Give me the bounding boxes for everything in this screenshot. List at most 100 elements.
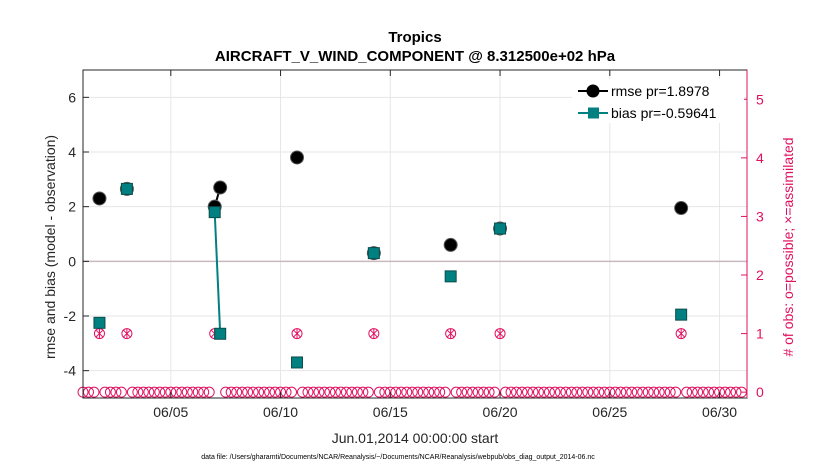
y2-axis-label: # of obs: o=possible; ×=assimilated (780, 137, 796, 356)
y-tick-label: 0 (68, 253, 76, 269)
obs-marker (351, 386, 363, 398)
obs-marker (99, 386, 111, 398)
obs-marker-assimilated (291, 328, 303, 340)
obs-marker (642, 386, 654, 398)
y-tick-label: -2 (64, 308, 77, 324)
obs-marker (554, 386, 566, 398)
obs-marker (587, 386, 599, 398)
obs-marker (505, 386, 517, 398)
x-tick-label: 06/20 (483, 404, 518, 420)
obs-marker (324, 386, 336, 398)
obs-marker (703, 386, 715, 398)
obs-marker (478, 386, 490, 398)
obs-marker (242, 386, 254, 398)
x-tick-label: 06/30 (702, 404, 737, 420)
obs-marker-assimilated (675, 328, 687, 340)
obs-marker (439, 386, 451, 398)
obs-marker (203, 386, 215, 398)
legend-label: bias pr=-0.59641 (611, 105, 717, 121)
obs-marker (247, 386, 259, 398)
obs-marker (253, 386, 265, 398)
y2-tick-label: 0 (756, 384, 764, 400)
y-axis-label: rmse and bias (model - observation) (42, 135, 58, 359)
obs-marker (220, 386, 232, 398)
obs-marker (521, 386, 533, 398)
obs-marker (565, 386, 577, 398)
obs-marker (456, 386, 468, 398)
obs-marker (653, 386, 665, 398)
obs-marker (450, 386, 462, 398)
obs-marker (543, 386, 555, 398)
data-file-footnote: data file: /Users/gharamti/Documents/NCA… (201, 454, 595, 461)
bias-point (494, 222, 507, 235)
obs-marker (264, 386, 276, 398)
obs-marker (154, 386, 166, 398)
bias-point (208, 206, 221, 219)
legend-marker (586, 84, 600, 98)
obs-marker (434, 386, 446, 398)
bias-point (367, 247, 380, 260)
obs-marker (192, 386, 204, 398)
y2-tick-label: 5 (756, 91, 764, 107)
obs-marker (406, 386, 418, 398)
y2-tick-label: 4 (756, 150, 764, 166)
y2-axis-ticks: 0 1 2 3 4 5 (741, 70, 764, 400)
rmse-point (213, 180, 228, 195)
obs-marker (362, 386, 374, 398)
obs-marker-assimilated (494, 328, 506, 340)
obs-marker (467, 386, 479, 398)
y2-tick-label: 1 (756, 326, 764, 342)
legend-box (572, 79, 744, 123)
obs-marker-assimilated (93, 328, 105, 340)
obs-marker (181, 386, 193, 398)
legend-label: rmse pr=1.8978 (611, 83, 710, 99)
obs-marker (115, 386, 127, 398)
obs-marker (472, 386, 484, 398)
obs-marker (104, 386, 116, 398)
obs-marker (307, 386, 319, 398)
obs-marker (231, 386, 243, 398)
obs-marker-assimilated (121, 328, 133, 340)
obs-marker (373, 386, 385, 398)
obs-marker (198, 386, 210, 398)
obs-marker (670, 386, 682, 398)
y2-tick-label: 3 (756, 208, 764, 224)
x-tick-label: 06/05 (153, 404, 188, 420)
obs-marker-assimilated (445, 328, 457, 340)
bias-point (675, 308, 688, 321)
bias-point (120, 182, 133, 195)
obs-marker (615, 386, 627, 398)
obs-marker (725, 386, 737, 398)
obs-marker (620, 386, 632, 398)
bias-line-segment (213, 212, 222, 334)
obs-marker (686, 386, 698, 398)
bias-point (291, 356, 304, 369)
y-tick-label: 2 (68, 199, 76, 215)
obs-marker (631, 386, 643, 398)
rmse-point (290, 150, 305, 165)
obs-marker (236, 386, 248, 398)
x-tick-label: 06/25 (592, 404, 627, 420)
obs-marker (648, 386, 660, 398)
obs-marker (329, 386, 341, 398)
rmse-point (674, 201, 689, 216)
obs-marker (532, 386, 544, 398)
obs-marker (340, 386, 352, 398)
chart-title: Tropics (388, 29, 441, 46)
x-axis-ticks: 06/05 06/10 06/15 06/20 06/25 06/30 (153, 70, 737, 420)
obs-marker (412, 386, 424, 398)
legend: rmse pr=1.8978 bias pr=-0.59641 (572, 79, 744, 123)
obs-marker (417, 386, 429, 398)
obs-marker (148, 386, 160, 398)
obs-marker (286, 386, 298, 398)
obs-marker (176, 386, 188, 398)
obs-marker (318, 386, 330, 398)
obs-marker (137, 386, 149, 398)
y-axis-ticks: -4 -2 0 2 4 6 (64, 89, 89, 379)
rmse-point (92, 191, 107, 206)
obs-marker (681, 386, 693, 398)
obs-marker (571, 386, 583, 398)
obs-marker (697, 386, 709, 398)
obs-marker (110, 386, 122, 398)
